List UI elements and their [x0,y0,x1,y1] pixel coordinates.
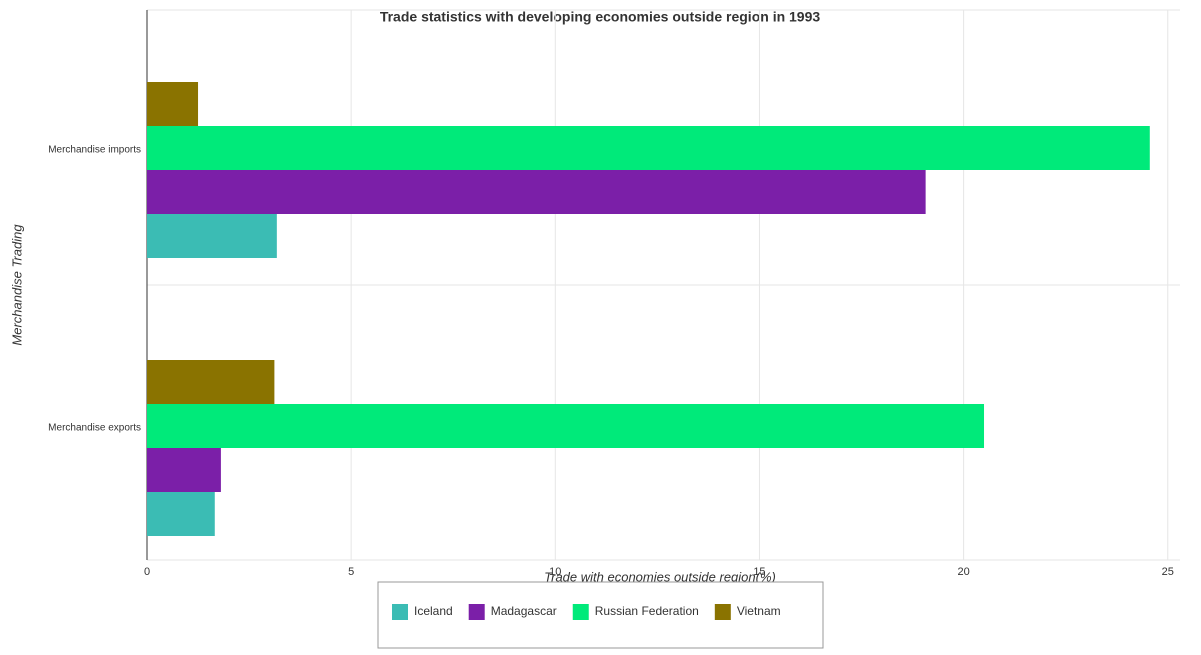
legend-label: Madagascar [491,604,557,618]
y-tick-label: Merchandise imports [48,145,141,156]
bar [147,360,275,404]
legend-swatch [392,604,408,620]
legend: Iceland Madagascar Russian Federation Vietn… [377,581,824,649]
bar [147,82,199,126]
bar [147,170,926,214]
x-tick-label: 10 [549,566,561,578]
bar [147,492,215,536]
legend-swatch [714,604,731,620]
legend-label: Iceland [414,604,453,618]
y-axis-label: Merchandise Trading [9,224,24,346]
x-tick-label: 15 [753,566,765,578]
legend-swatch [468,604,485,620]
x-tick-label: 5 [348,566,354,578]
bar [147,404,985,448]
legend-swatch [572,604,589,620]
x-tick-label: 20 [957,566,969,578]
x-tick-label: 0 [144,566,150,578]
legend-label: Vietnam [737,604,781,618]
chart-title: Trade statistics with developing economi… [380,9,821,25]
bar [147,126,1150,170]
x-tick-label: 25 [1162,566,1174,578]
x-axis-label: Trade with economies outside region(%) [544,569,776,584]
legend-label: Russian Federation [595,604,699,618]
bar [147,214,277,258]
y-tick-label: Merchandise exports [48,423,141,434]
legend-box [377,581,824,649]
bar [147,448,221,492]
